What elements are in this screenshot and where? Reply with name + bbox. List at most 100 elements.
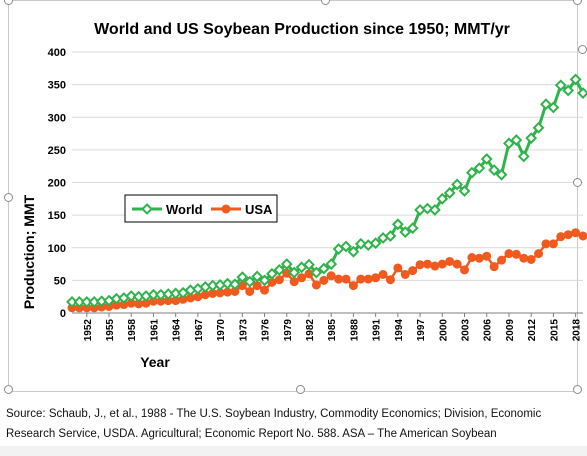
data-point-world bbox=[347, 245, 360, 258]
data-point-world bbox=[310, 266, 323, 279]
data-point-usa bbox=[274, 275, 284, 285]
data-point-world bbox=[480, 153, 493, 165]
x-tick-label: 1976 bbox=[261, 319, 272, 342]
data-point-world bbox=[258, 274, 271, 287]
data-point-world bbox=[384, 230, 397, 242]
resize-handle-top-middle[interactable] bbox=[321, 0, 330, 5]
legend-item-usa: USA bbox=[211, 202, 273, 217]
data-point-usa bbox=[556, 232, 566, 242]
data-point-usa bbox=[497, 255, 507, 265]
resize-handle-bottom-right[interactable] bbox=[573, 385, 582, 394]
data-point-world bbox=[317, 262, 330, 275]
x-tick-label: 1952 bbox=[83, 319, 94, 342]
data-point-usa bbox=[297, 273, 307, 283]
resize-handle-middle-right[interactable] bbox=[573, 178, 582, 187]
data-point-world bbox=[554, 79, 567, 92]
x-tick-label: 1961 bbox=[149, 319, 160, 342]
data-point-world bbox=[303, 258, 315, 271]
x-tick-label: 2009 bbox=[505, 319, 516, 342]
data-point-usa bbox=[245, 286, 255, 296]
data-point-world bbox=[399, 226, 412, 239]
y-tick-label: 150 bbox=[48, 210, 66, 222]
data-point-usa bbox=[460, 265, 470, 275]
x-tick-label: 2006 bbox=[483, 319, 494, 342]
data-point-world bbox=[421, 202, 434, 215]
data-point-world bbox=[458, 185, 471, 197]
x-tick-label: 1964 bbox=[172, 319, 183, 342]
resize-handle-top-left[interactable] bbox=[4, 0, 13, 5]
x-axis-title: Year bbox=[140, 354, 170, 370]
data-point-usa bbox=[578, 231, 587, 241]
data-point-world bbox=[406, 222, 419, 235]
legend-item-world: World bbox=[132, 202, 203, 217]
series-layer bbox=[66, 73, 587, 313]
chart-title: World and US Soybean Production since 19… bbox=[94, 21, 510, 38]
data-point-world bbox=[428, 203, 441, 216]
data-point-world bbox=[251, 270, 264, 283]
data-point-usa bbox=[504, 249, 514, 259]
data-point-usa bbox=[400, 270, 410, 280]
legend-label: World bbox=[166, 202, 203, 217]
data-point-usa bbox=[474, 253, 484, 263]
data-point-usa bbox=[408, 266, 418, 276]
data-point-world bbox=[540, 98, 552, 111]
y-tick-label: 200 bbox=[48, 178, 66, 190]
data-point-usa bbox=[482, 251, 492, 261]
x-tick-label: 1967 bbox=[194, 319, 205, 342]
data-point-world bbox=[221, 277, 234, 290]
data-point-usa bbox=[378, 270, 388, 280]
resize-handle-top-right-outer[interactable] bbox=[578, 45, 587, 54]
data-point-world bbox=[547, 101, 560, 114]
data-point-world bbox=[517, 150, 530, 163]
gridlines bbox=[72, 51, 583, 314]
x-tick-label: 1979 bbox=[283, 319, 294, 342]
source-text: Source: Schaub, J., et al., 1988 - The U… bbox=[6, 408, 542, 440]
data-point-world bbox=[569, 73, 582, 86]
data-point-usa bbox=[467, 253, 477, 263]
x-tick-label: 1973 bbox=[238, 319, 249, 342]
x-tick-label: 2015 bbox=[549, 319, 560, 342]
x-tick-label: 1958 bbox=[127, 319, 138, 342]
data-point-world bbox=[503, 137, 515, 150]
y-tick-label: 100 bbox=[48, 243, 66, 255]
data-point-world bbox=[125, 290, 138, 302]
data-point-usa bbox=[363, 274, 373, 284]
legend-marker bbox=[221, 204, 231, 214]
data-point-usa bbox=[326, 271, 336, 281]
resize-handle-bottom-left[interactable] bbox=[4, 385, 13, 394]
data-point-usa bbox=[511, 249, 521, 259]
bottom-strip bbox=[0, 446, 587, 456]
data-point-world bbox=[465, 166, 478, 179]
data-point-world bbox=[354, 237, 367, 250]
series-usa bbox=[67, 228, 587, 313]
data-point-usa bbox=[348, 281, 358, 291]
data-point-world bbox=[243, 275, 256, 288]
x-tick-label: 1988 bbox=[349, 319, 360, 342]
data-point-usa bbox=[356, 274, 366, 284]
y-axis-title: Production; MMT bbox=[21, 194, 37, 309]
x-tick-label: 2018 bbox=[572, 319, 583, 342]
x-tick-label: 1955 bbox=[105, 319, 116, 342]
y-tick-label: 0 bbox=[60, 308, 66, 320]
y-tick-label: 250 bbox=[48, 145, 66, 157]
data-point-world bbox=[525, 132, 538, 145]
data-point-usa bbox=[393, 263, 403, 273]
y-axis-ticks: 0 50 100 150 200 250 300 350 400 bbox=[48, 47, 66, 320]
data-point-world bbox=[436, 192, 449, 205]
data-point-world bbox=[288, 266, 301, 279]
data-point-usa bbox=[415, 260, 425, 270]
chart-frame[interactable] bbox=[8, 0, 578, 392]
legend-label: USA bbox=[245, 202, 273, 217]
resize-handle-bottom-middle[interactable] bbox=[296, 385, 305, 394]
data-point-usa bbox=[289, 277, 299, 287]
data-point-world bbox=[495, 168, 508, 181]
data-point-usa bbox=[311, 280, 321, 290]
data-point-usa bbox=[526, 254, 536, 264]
x-tick-label: 1997 bbox=[416, 319, 427, 342]
data-point-world bbox=[229, 278, 241, 291]
resize-handle-middle-left[interactable] bbox=[4, 193, 13, 202]
legend-marker bbox=[141, 203, 153, 215]
data-point-usa bbox=[437, 259, 447, 269]
resize-handle-top-right[interactable] bbox=[573, 0, 582, 5]
data-point-usa bbox=[319, 275, 329, 285]
